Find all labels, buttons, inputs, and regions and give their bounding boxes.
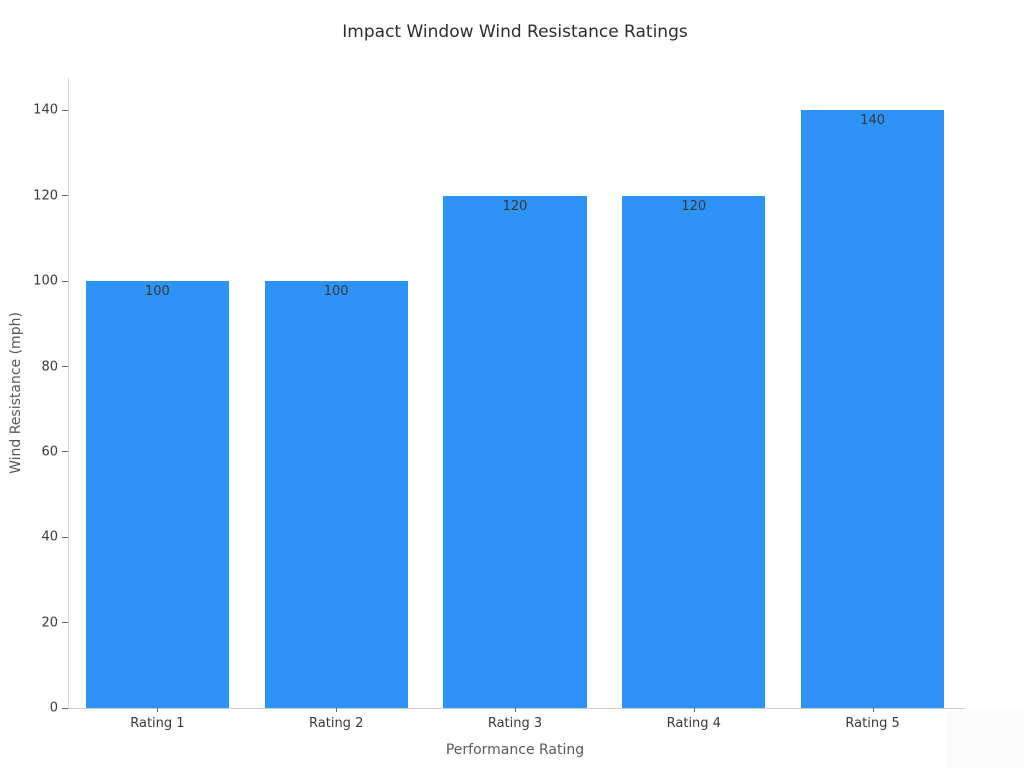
y-tick-mark [62,280,68,282]
y-tick-label: 100 [33,273,58,289]
bar-value-label: 140 [860,113,885,129]
y-tick-mark [62,109,68,111]
y-tick-label: 0 [49,700,58,716]
y-tick-label: 80 [41,359,58,375]
x-tick-mark [336,708,338,712]
bar-value-label: 100 [323,284,349,300]
x-tick-mark [515,708,516,712]
x-tick-label: Rating 1 [130,716,185,731]
x-tick-mark [157,708,159,712]
x-axis-spine [68,708,965,709]
x-tick-mark [693,708,695,712]
y-tick-label: 60 [41,444,58,460]
x-tick-label: Rating 5 [845,716,900,731]
y-tick-mark [62,536,68,538]
y-tick-label: 140 [33,102,58,118]
bar-rating-5: 140 [801,110,945,708]
bar-rating-1: 100 [85,281,229,708]
y-tick-mark [62,622,68,624]
y-tick-mark [62,195,68,197]
bottom-right-panel [946,710,1024,768]
bar-rating-2: 100 [264,281,408,708]
bar-rating-4: 120 [622,195,766,708]
bar-value-label: 100 [144,284,170,300]
x-tick-label: Rating 2 [309,716,364,731]
bar-value-label: 120 [502,198,528,214]
x-tick-label: Rating 4 [666,716,721,731]
x-tick-label: Rating 3 [487,716,543,731]
y-tick-mark [62,451,68,453]
y-tick-label: 40 [41,529,58,545]
chart-title: Impact Window Wind Resistance Ratings [342,22,688,42]
x-tick-mark [872,708,874,712]
bar-rating-3: 120 [443,195,587,708]
x-axis-title: Performance Rating [445,742,585,758]
y-tick-label: 20 [41,615,58,631]
y-tick-mark [62,366,68,368]
y-axis-title: Wind Resistance (mph) [8,312,24,474]
y-tick-mark [62,707,68,709]
bar-value-label: 120 [681,198,707,214]
y-tick-label: 120 [33,188,58,204]
plot-area: 0 20 40 60 80 100 120 140 100 Rating 1 100 Rating 2… [33,78,965,731]
y-axis-spine [68,78,69,708]
